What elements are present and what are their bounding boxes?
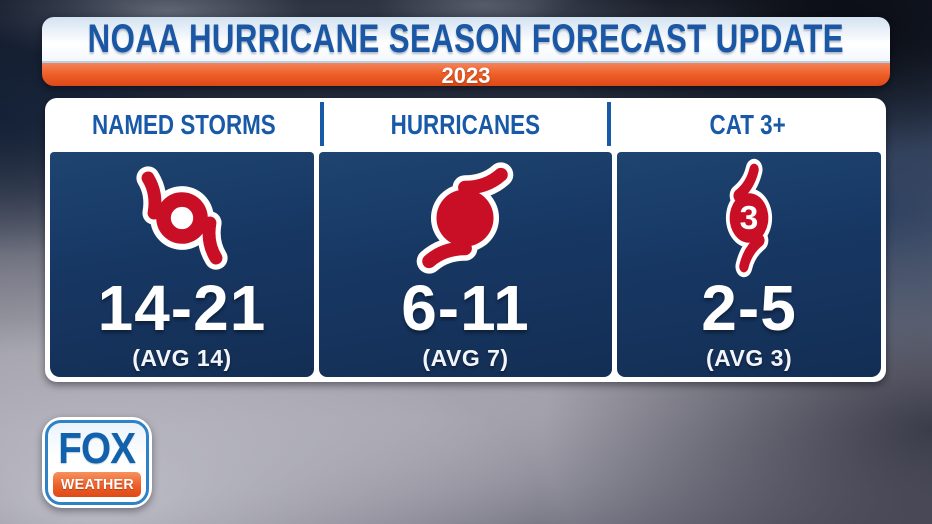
column-divider — [319, 102, 324, 146]
column-header-hurricanes: HURRICANES — [317, 98, 614, 152]
cat3-box: 3 2-5 (AVG 3) — [617, 152, 881, 377]
column-header-cat3: CAT 3+ — [614, 98, 881, 152]
hurricane-cat3-icon: 3 — [709, 158, 789, 278]
weather-text: WEATHER — [60, 476, 134, 493]
column-divider — [607, 102, 612, 146]
weather-bar: WEATHER — [53, 472, 141, 497]
fox-weather-logo: FOX WEATHER — [42, 417, 152, 508]
column-label: NAMED STORMS — [91, 109, 276, 140]
tropical-storm-symbol — [136, 166, 228, 270]
named-storms-box: 14-21 (AVG 14) — [50, 152, 314, 377]
column-header-named-storms: NAMED STORMS — [50, 98, 317, 152]
column-headers: NAMED STORMS HURRICANES CAT 3+ — [45, 98, 886, 152]
headline-text: NOAA HURRICANE SEASON FORECAST UPDATE — [87, 17, 845, 61]
hurricanes-range: 6-11 — [401, 272, 530, 344]
hurricanes-average: (AVG 7) — [422, 345, 509, 371]
hurricane-icon — [415, 160, 515, 276]
forecast-panel: NAMED STORMS HURRICANES CAT 3+ — [45, 98, 886, 382]
named-storms-average: (AVG 14) — [132, 345, 232, 371]
cat3-number: 3 — [740, 200, 759, 237]
hurricanes-box: 6-11 (AVG 7) — [318, 152, 613, 377]
column-label: CAT 3+ — [709, 109, 786, 140]
fox-logo-text: FOX — [58, 424, 137, 474]
cat3-average: (AVG 3) — [705, 345, 793, 371]
hurricane-symbol — [417, 162, 514, 274]
forecast-values: 14-21 (AVG 14) 6-11 (AVG 7) — [45, 152, 886, 382]
hurricane-cat3-symbol: 3 — [725, 158, 773, 278]
tropical-storm-icon — [136, 160, 228, 276]
headline-banner: NOAA HURRICANE SEASON FORECAST UPDATE 20… — [42, 17, 890, 86]
cat3-range: 2-5 — [701, 272, 797, 344]
headline-bar: NOAA HURRICANE SEASON FORECAST UPDATE — [42, 17, 890, 61]
year-text: 2023 — [441, 62, 491, 87]
named-storms-range: 14-21 — [97, 272, 267, 344]
fox-weather-logo-inner: FOX WEATHER — [45, 420, 149, 505]
column-label: HURRICANES — [390, 109, 541, 140]
year-bar: 2023 — [42, 61, 890, 86]
